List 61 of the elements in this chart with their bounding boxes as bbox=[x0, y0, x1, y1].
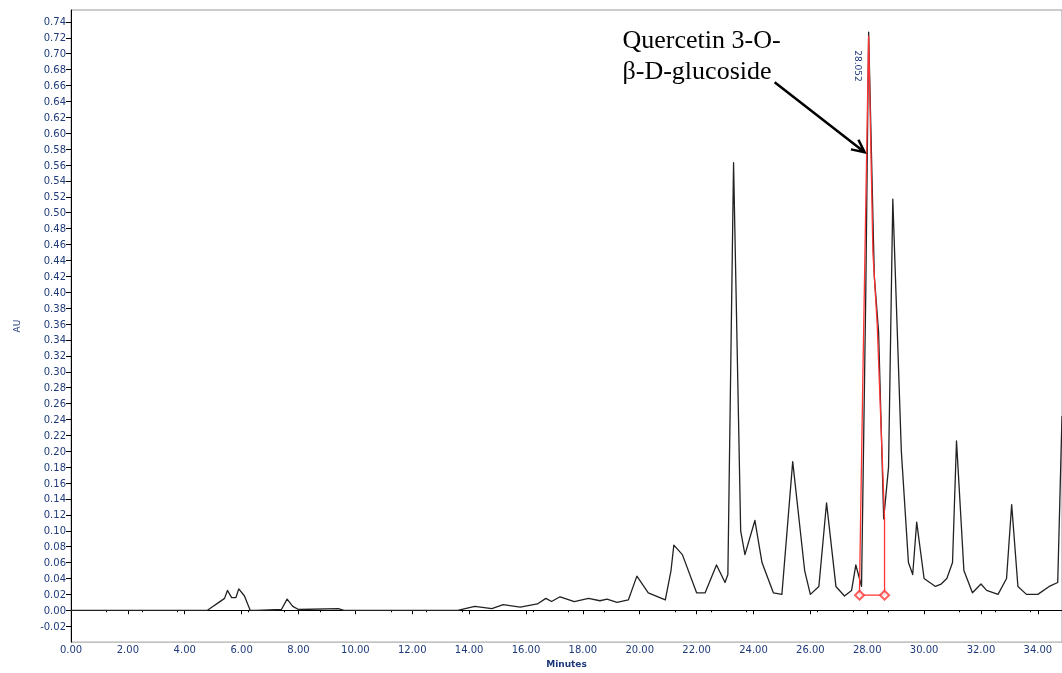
x-tick-label: 10.00 bbox=[341, 643, 370, 655]
y-tick-label: 0.46 bbox=[43, 239, 66, 251]
y-tick-label: 0.38 bbox=[43, 302, 66, 314]
y-tick-label: -0.02 bbox=[40, 620, 66, 632]
y-tick-label: 0.42 bbox=[43, 270, 66, 282]
y-tick-label: 0.44 bbox=[43, 254, 66, 266]
y-tick-label: 0.06 bbox=[43, 557, 66, 569]
y-tick-label: 0.70 bbox=[43, 48, 66, 60]
y-tick-label: 0.66 bbox=[43, 80, 66, 92]
y-tick-label: 0.26 bbox=[43, 398, 66, 410]
x-tick-label: 28.00 bbox=[852, 643, 882, 655]
x-tick-label: 16.00 bbox=[511, 643, 541, 655]
y-tick-label: 0.68 bbox=[43, 64, 66, 76]
y-tick-label: 0.10 bbox=[43, 525, 66, 537]
x-tick-label: 24.00 bbox=[739, 643, 768, 655]
y-tick-label: 0.52 bbox=[43, 191, 66, 203]
x-tick-label: 22.00 bbox=[682, 643, 711, 655]
x-tick-label: 18.00 bbox=[568, 643, 598, 655]
y-tick-label: 0.54 bbox=[43, 175, 66, 187]
y-tick-label: 0.40 bbox=[43, 286, 66, 298]
y-tick-label: 0.30 bbox=[43, 366, 66, 378]
x-tick-label: 26.00 bbox=[796, 643, 825, 655]
y-tick-label: 0.00 bbox=[43, 604, 66, 616]
y-tick-label: 0.72 bbox=[43, 32, 66, 44]
y-tick-label: 0.16 bbox=[43, 477, 66, 489]
x-tick-label: 34.00 bbox=[1023, 643, 1053, 655]
x-tick-label: 20.00 bbox=[625, 643, 655, 655]
y-tick-label: 0.60 bbox=[43, 127, 66, 139]
y-tick-label: 0.32 bbox=[43, 350, 66, 362]
y-tick-label: 0.64 bbox=[43, 95, 66, 107]
y-tick-label: 0.20 bbox=[43, 445, 66, 457]
y-tick-label: 0.18 bbox=[43, 461, 66, 473]
y-tick-label: 0.24 bbox=[43, 413, 66, 425]
x-tick-label: 12.00 bbox=[397, 643, 427, 655]
y-tick-label: 0.28 bbox=[43, 382, 66, 394]
x-tick-label: 0.00 bbox=[59, 643, 83, 655]
x-tick-label: 2.00 bbox=[116, 643, 140, 655]
y-tick-label: 0.04 bbox=[43, 572, 66, 584]
x-axis-title: Minutes bbox=[546, 658, 587, 669]
y-tick-label: 0.74 bbox=[43, 16, 66, 28]
y-tick-label: 0.02 bbox=[43, 588, 66, 600]
y-tick-label: 0.12 bbox=[43, 509, 66, 521]
y-tick-label: 0.14 bbox=[43, 493, 66, 505]
x-tick-label: 32.00 bbox=[966, 643, 996, 655]
y-tick-label: 0.34 bbox=[43, 334, 66, 346]
x-tick-label: 14.00 bbox=[454, 643, 484, 655]
y-tick-label: 0.08 bbox=[43, 541, 66, 553]
x-tick-label: 6.00 bbox=[230, 643, 253, 655]
y-axis-title: AU bbox=[11, 319, 22, 333]
y-tick-label: 0.22 bbox=[43, 429, 66, 441]
y-tick-label: 0.50 bbox=[43, 207, 66, 219]
x-tick-label: 8.00 bbox=[287, 643, 310, 655]
y-tick-label: 0.36 bbox=[43, 318, 66, 330]
y-tick-label: 0.56 bbox=[43, 159, 66, 171]
y-tick-label: 0.58 bbox=[43, 143, 66, 155]
y-tick-label: 0.48 bbox=[43, 223, 66, 235]
annotation: 28.052 bbox=[853, 50, 864, 82]
x-tick-label: 30.00 bbox=[909, 643, 939, 655]
annotation: Quercetin 3-O- β-D-glucoside bbox=[622, 25, 781, 86]
y-tick-label: 0.62 bbox=[43, 111, 66, 123]
x-tick-label: 4.00 bbox=[173, 643, 196, 655]
